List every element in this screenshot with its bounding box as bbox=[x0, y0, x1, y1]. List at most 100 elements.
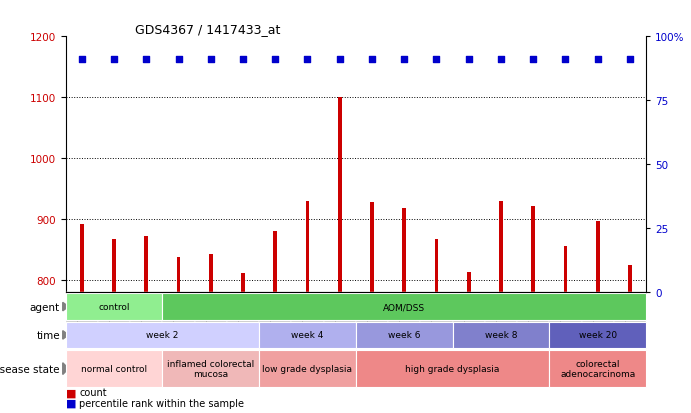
Text: ■: ■ bbox=[66, 398, 76, 408]
Text: high grade dysplasia: high grade dysplasia bbox=[406, 364, 500, 373]
Bar bbox=[338, 98, 341, 293]
Bar bbox=[323, 293, 356, 339]
Bar bbox=[66, 350, 162, 387]
Text: GSM770107: GSM770107 bbox=[561, 295, 570, 341]
Bar bbox=[420, 293, 453, 339]
Text: disease state: disease state bbox=[0, 364, 60, 374]
Point bbox=[592, 57, 603, 63]
Text: GSM770097: GSM770097 bbox=[238, 295, 247, 342]
Point bbox=[205, 57, 216, 63]
Bar bbox=[274, 232, 277, 293]
Bar bbox=[112, 239, 116, 293]
Text: GSM770098: GSM770098 bbox=[271, 295, 280, 341]
Bar bbox=[614, 293, 646, 339]
Bar bbox=[292, 293, 323, 339]
Bar bbox=[98, 293, 130, 339]
Point bbox=[141, 57, 152, 63]
Polygon shape bbox=[63, 303, 68, 311]
Point bbox=[302, 57, 313, 63]
Point bbox=[173, 57, 184, 63]
Bar bbox=[162, 350, 259, 387]
Text: time: time bbox=[36, 330, 60, 340]
Bar bbox=[356, 322, 453, 349]
Bar bbox=[531, 206, 535, 293]
Bar bbox=[356, 350, 549, 387]
Text: agent: agent bbox=[30, 302, 60, 312]
Bar bbox=[130, 293, 162, 339]
Bar bbox=[388, 293, 420, 339]
Bar bbox=[227, 293, 259, 339]
Bar bbox=[596, 221, 600, 293]
Point bbox=[625, 57, 636, 63]
Text: inflamed colorectal
mucosa: inflamed colorectal mucosa bbox=[167, 359, 254, 378]
Text: percentile rank within the sample: percentile rank within the sample bbox=[79, 398, 245, 408]
Text: low grade dysplasia: low grade dysplasia bbox=[263, 364, 352, 373]
Text: GSM770094: GSM770094 bbox=[142, 295, 151, 342]
Bar bbox=[499, 202, 503, 293]
Bar bbox=[162, 293, 195, 339]
Text: GSM770103: GSM770103 bbox=[432, 295, 441, 341]
Bar bbox=[305, 202, 310, 293]
Point bbox=[463, 57, 474, 63]
Text: week 20: week 20 bbox=[578, 330, 617, 339]
Bar bbox=[144, 237, 148, 293]
Text: GSM770093: GSM770093 bbox=[109, 295, 119, 342]
Bar bbox=[259, 350, 356, 387]
Bar bbox=[453, 322, 549, 349]
Point bbox=[76, 57, 87, 63]
Bar bbox=[453, 293, 485, 339]
Bar bbox=[370, 203, 374, 293]
Text: colorectal
adenocarcinoma: colorectal adenocarcinoma bbox=[560, 359, 635, 378]
Text: normal control: normal control bbox=[81, 364, 147, 373]
Text: AOM/DSS: AOM/DSS bbox=[384, 302, 425, 311]
Bar bbox=[628, 265, 632, 293]
Point bbox=[366, 57, 377, 63]
Bar bbox=[517, 293, 549, 339]
Point bbox=[560, 57, 571, 63]
Polygon shape bbox=[63, 363, 68, 375]
Point bbox=[399, 57, 410, 63]
Text: GSM770104: GSM770104 bbox=[464, 295, 473, 341]
Bar bbox=[259, 293, 292, 339]
Point bbox=[495, 57, 507, 63]
Text: count: count bbox=[79, 387, 107, 397]
Point bbox=[238, 57, 249, 63]
Point bbox=[431, 57, 442, 63]
Text: GSM770105: GSM770105 bbox=[496, 295, 506, 341]
Bar bbox=[356, 293, 388, 339]
Text: GSM770108: GSM770108 bbox=[593, 295, 603, 341]
Point bbox=[334, 57, 346, 63]
Bar bbox=[66, 294, 162, 320]
Bar bbox=[66, 293, 98, 339]
Bar bbox=[485, 293, 517, 339]
Bar bbox=[80, 224, 84, 293]
Text: GSM770095: GSM770095 bbox=[174, 295, 183, 342]
Text: GSM770092: GSM770092 bbox=[77, 295, 86, 341]
Text: week 2: week 2 bbox=[146, 330, 178, 339]
Bar bbox=[549, 293, 582, 339]
Text: GSM770100: GSM770100 bbox=[335, 295, 344, 341]
Point bbox=[108, 57, 120, 63]
Text: GSM770102: GSM770102 bbox=[399, 295, 409, 341]
Bar bbox=[66, 322, 259, 349]
Polygon shape bbox=[63, 331, 68, 339]
Bar bbox=[402, 209, 406, 293]
Text: ■: ■ bbox=[66, 387, 76, 397]
Bar bbox=[177, 257, 180, 293]
Bar bbox=[467, 273, 471, 293]
Text: GSM770096: GSM770096 bbox=[206, 295, 216, 342]
Text: GDS4367 / 1417433_at: GDS4367 / 1417433_at bbox=[135, 23, 281, 36]
Point bbox=[528, 57, 539, 63]
Bar bbox=[162, 294, 646, 320]
Text: control: control bbox=[98, 302, 130, 311]
Bar bbox=[582, 293, 614, 339]
Text: GSM770106: GSM770106 bbox=[529, 295, 538, 341]
Text: week 4: week 4 bbox=[292, 330, 323, 339]
Bar bbox=[195, 293, 227, 339]
Text: GSM770101: GSM770101 bbox=[368, 295, 377, 341]
Bar bbox=[435, 239, 438, 293]
Bar bbox=[209, 254, 213, 293]
Text: week 8: week 8 bbox=[484, 330, 518, 339]
Bar bbox=[259, 322, 356, 349]
Bar bbox=[549, 350, 646, 387]
